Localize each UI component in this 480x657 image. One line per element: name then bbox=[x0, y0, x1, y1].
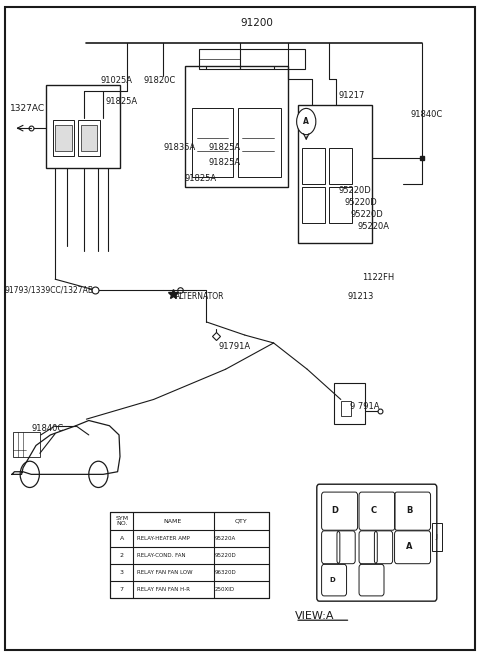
Text: 95220D: 95220D bbox=[351, 210, 384, 219]
Text: RELAY-HEATER AMP: RELAY-HEATER AMP bbox=[137, 535, 190, 541]
Text: 2: 2 bbox=[120, 553, 124, 558]
Text: 250XID: 250XID bbox=[215, 587, 235, 592]
Text: D: D bbox=[330, 577, 336, 583]
Text: SYM
NO.: SYM NO. bbox=[115, 516, 129, 526]
Text: 91820C: 91820C bbox=[144, 76, 176, 85]
Bar bbox=[334, 383, 365, 424]
Text: J: J bbox=[436, 533, 438, 540]
Text: 3: 3 bbox=[120, 570, 124, 575]
Bar bbox=[13, 432, 40, 457]
Text: 1327AC: 1327AC bbox=[10, 104, 45, 113]
Bar bbox=[302, 148, 325, 184]
Text: RELAY FAN FAN H-R: RELAY FAN FAN H-R bbox=[137, 587, 190, 592]
Bar bbox=[53, 120, 74, 156]
Text: D: D bbox=[332, 506, 338, 515]
Text: 95220D: 95220D bbox=[345, 198, 377, 207]
Text: 95220D: 95220D bbox=[338, 186, 371, 195]
Text: VIEW:A: VIEW:A bbox=[295, 611, 335, 622]
Text: RELAY FAN FAN LOW: RELAY FAN FAN LOW bbox=[137, 570, 192, 575]
Text: 91793/1339CC/1327AB: 91793/1339CC/1327AB bbox=[5, 286, 94, 295]
Bar bbox=[81, 125, 97, 151]
Text: RELAY-COND. FAN: RELAY-COND. FAN bbox=[137, 553, 185, 558]
Text: 91825A: 91825A bbox=[209, 143, 241, 152]
Bar bbox=[329, 148, 352, 184]
Text: A: A bbox=[406, 542, 412, 551]
Circle shape bbox=[297, 108, 316, 135]
Circle shape bbox=[89, 461, 108, 487]
Text: 96320D: 96320D bbox=[215, 570, 237, 575]
Text: 95220A: 95220A bbox=[215, 535, 236, 541]
Text: 91213: 91213 bbox=[348, 292, 374, 302]
Bar bbox=[238, 108, 281, 177]
Text: NAME: NAME bbox=[164, 518, 182, 524]
Bar bbox=[329, 187, 352, 223]
Bar bbox=[46, 85, 120, 168]
Text: 1122FH: 1122FH bbox=[362, 273, 395, 282]
Bar bbox=[341, 401, 351, 416]
Bar bbox=[185, 66, 288, 187]
Text: 91200: 91200 bbox=[240, 18, 273, 28]
Bar bbox=[298, 105, 372, 243]
Text: 95220D: 95220D bbox=[215, 553, 237, 558]
Circle shape bbox=[20, 461, 39, 487]
Text: A: A bbox=[303, 117, 309, 126]
Bar bbox=[302, 187, 325, 223]
Text: A: A bbox=[120, 535, 124, 541]
Text: 91840C: 91840C bbox=[410, 110, 443, 120]
Text: 91217: 91217 bbox=[338, 91, 365, 100]
Text: ALTERNATOR: ALTERNATOR bbox=[175, 292, 225, 302]
Text: C: C bbox=[371, 506, 376, 515]
Text: 7: 7 bbox=[120, 587, 124, 592]
Text: QTY: QTY bbox=[235, 518, 247, 524]
Text: 91825A: 91825A bbox=[185, 174, 217, 183]
Bar bbox=[199, 49, 305, 69]
Text: 91825A: 91825A bbox=[106, 97, 138, 106]
Text: B: B bbox=[406, 506, 412, 515]
Text: 9 791A: 9 791A bbox=[350, 401, 380, 411]
Bar bbox=[110, 512, 269, 598]
Text: 95220A: 95220A bbox=[357, 221, 389, 231]
Text: 91791A: 91791A bbox=[218, 342, 251, 351]
Text: 91840C: 91840C bbox=[31, 424, 63, 433]
Bar bbox=[192, 108, 233, 177]
Bar bbox=[432, 523, 442, 551]
Text: 91025A: 91025A bbox=[101, 76, 133, 85]
Text: 91835A: 91835A bbox=[163, 143, 195, 152]
Bar bbox=[55, 125, 72, 151]
Text: 91825A: 91825A bbox=[209, 158, 241, 167]
Bar bbox=[78, 120, 100, 156]
